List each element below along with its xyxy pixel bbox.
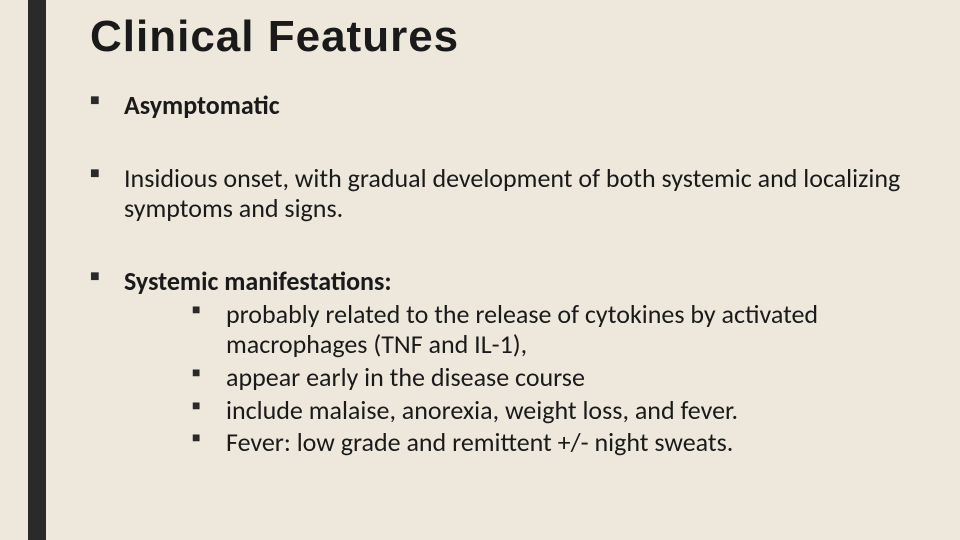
- bullet-text: Insidious onset, with gradual developmen…: [124, 162, 900, 225]
- slide-title: Clinical Features: [90, 12, 930, 62]
- sub-bullet-text: appear early in the disease course: [226, 361, 585, 393]
- bullet-text: Systemic manifestations:: [124, 265, 392, 297]
- sub-bullet-list: probably related to the release of cytok…: [192, 299, 930, 458]
- list-item: Systemic manifestations: probably relate…: [90, 266, 930, 458]
- bullet-list: Asymptomatic Insidious onset, with gradu…: [90, 90, 930, 458]
- sub-bullet-text: probably related to the release of cytok…: [226, 298, 818, 361]
- list-item: include malaise, anorexia, weight loss, …: [192, 395, 930, 426]
- accent-bar: [28, 0, 46, 540]
- list-item: Asymptomatic: [90, 90, 930, 121]
- list-item: probably related to the release of cytok…: [192, 299, 930, 360]
- list-item: appear early in the disease course: [192, 362, 930, 393]
- list-item: Insidious onset, with gradual developmen…: [90, 163, 930, 224]
- list-item: Fever: low grade and remittent +/- night…: [192, 427, 930, 458]
- sub-bullet-text: Fever: low grade and remittent +/- night…: [226, 426, 733, 458]
- slide-content: Clinical Features Asymptomatic Insidious…: [90, 12, 930, 460]
- sub-bullet-text: include malaise, anorexia, weight loss, …: [226, 394, 738, 426]
- bullet-text: Asymptomatic: [124, 89, 280, 121]
